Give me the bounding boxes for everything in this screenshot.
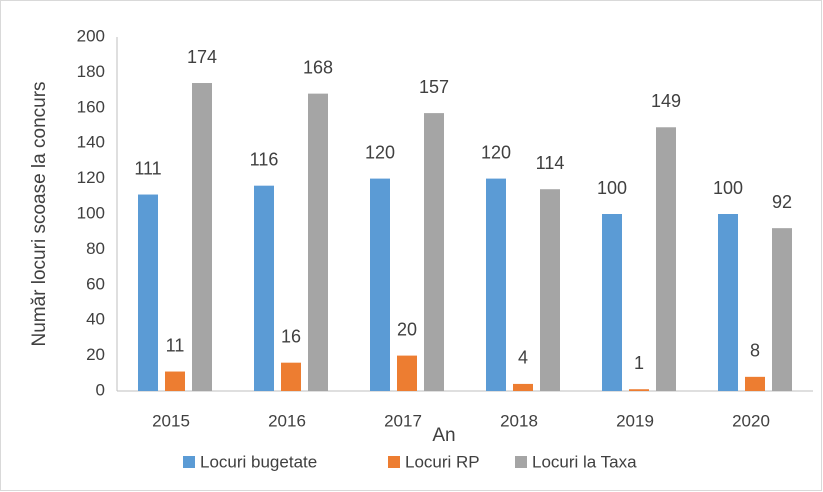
legend-swatch [183,456,195,468]
x-tick-label: 2016 [268,411,306,430]
bar [745,376,765,391]
bar [254,185,274,391]
data-label: 16 [281,326,301,346]
data-label: 4 [518,348,528,368]
y-tick-label: 160 [77,97,105,116]
x-tick-label: 2015 [152,411,190,430]
y-tick-label: 0 [96,380,105,399]
y-tick-label: 100 [77,203,105,222]
y-tick-label: 140 [77,133,105,152]
data-label: 100 [597,178,627,198]
bar [370,178,390,391]
y-axis-title: Număr locuri scoase la concurs [29,81,50,346]
bar [308,93,328,391]
x-tick-label: 2017 [384,411,422,430]
data-label: 111 [134,158,161,178]
y-tick-label: 40 [86,310,105,329]
y-tick-label: 120 [77,168,105,187]
data-label: 100 [713,178,743,198]
bar [718,214,738,391]
bar [281,362,301,391]
bar [486,178,506,391]
data-label: 1 [634,353,644,373]
data-label: 120 [481,142,511,162]
y-tick-label: 80 [86,239,105,258]
data-label: 114 [536,153,565,173]
bar [424,113,444,392]
bar [629,389,649,391]
data-label: 20 [397,319,417,339]
data-label: 116 [250,149,279,169]
y-tick-label: 200 [77,26,105,45]
bar [540,189,560,391]
bar [772,228,792,391]
y-tick-label: 180 [77,62,105,81]
bar [656,127,676,392]
data-label: 120 [365,142,395,162]
bar [192,83,212,392]
bar [397,355,417,391]
x-tick-label: 2018 [500,411,538,430]
bar [165,371,185,391]
legend-swatch [515,456,527,468]
bar [138,194,158,391]
legend-swatch [388,456,400,468]
x-tick-label: 2020 [732,411,770,430]
y-tick-label: 20 [86,345,105,364]
legend-label: Locuri RP [405,452,480,471]
data-label: 92 [772,192,792,212]
y-tick-label: 60 [86,274,105,293]
data-label: 11 [166,335,185,355]
legend-label: Locuri la Taxa [532,452,637,471]
x-axis-title: An [432,425,455,446]
bar [602,214,622,391]
legend-label: Locuri bugetate [200,452,317,471]
data-label: 8 [750,341,760,361]
data-label: 174 [187,47,217,67]
bar [513,383,533,391]
x-tick-label: 2019 [616,411,654,430]
data-label: 157 [419,77,449,97]
data-label: 168 [303,57,333,77]
data-label: 149 [651,91,681,111]
